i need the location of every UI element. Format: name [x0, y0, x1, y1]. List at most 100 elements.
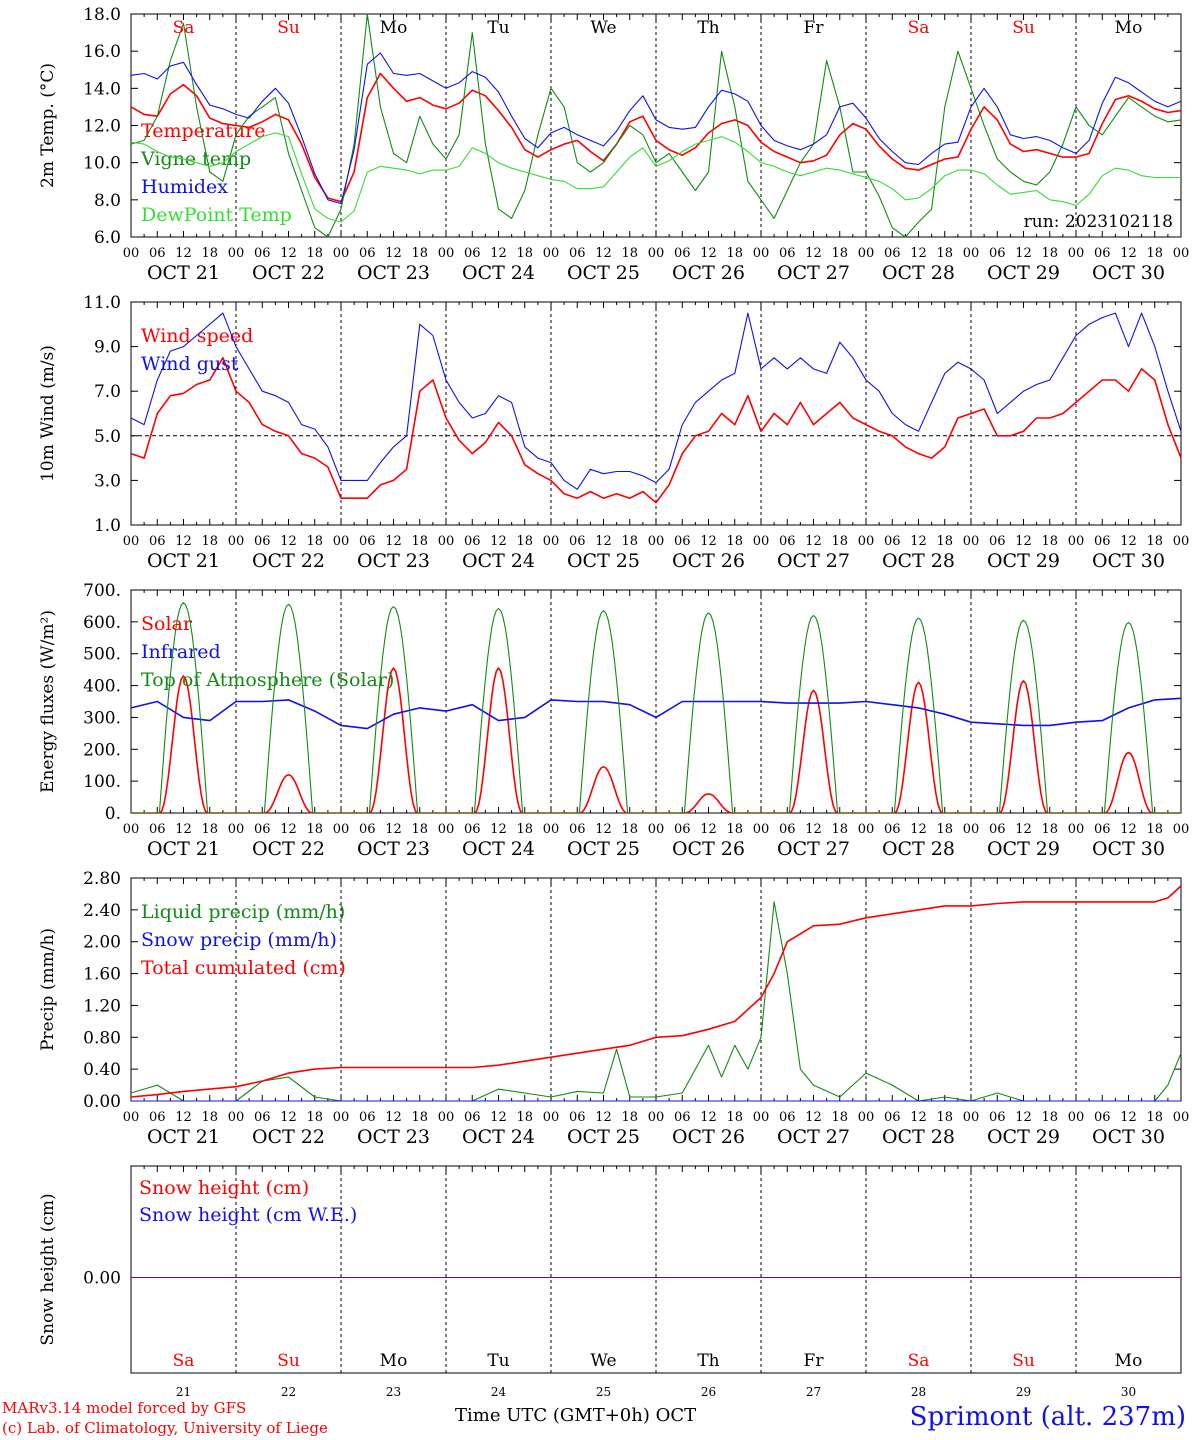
wind-y-tick-label: 11.0	[83, 293, 121, 313]
day-number-label: 29	[1016, 1385, 1031, 1399]
temperature-hour-label: 00	[1068, 246, 1085, 261]
energy-y-tick-label: 700.	[83, 581, 121, 601]
energy-frame	[130, 589, 1182, 814]
precip-hour-label: 06	[359, 1110, 376, 1125]
energy-hour-label: 18	[1041, 822, 1058, 837]
temperature-date-label: OCT 27	[777, 262, 850, 284]
temperature-hour-label: 06	[674, 246, 691, 261]
precip-y-axis-label: Precip (mm/h)	[38, 928, 58, 1051]
wind-hour-label: 18	[306, 534, 323, 549]
wind-hour-label: 18	[201, 534, 218, 549]
temperature-hour-label: 12	[175, 246, 192, 261]
temperature-hour-label: 12	[910, 246, 927, 261]
temperature-hour-label: 00	[963, 246, 980, 261]
temperature-hour-label: 12	[1120, 246, 1137, 261]
energy-legend-entry: Solar	[141, 613, 193, 635]
wind-hour-label: 06	[149, 534, 166, 549]
energy-hour-label: 00	[123, 822, 140, 837]
temperature-date-label: OCT 29	[987, 262, 1060, 284]
temperature-hour-label: 12	[490, 246, 507, 261]
energy-legend-entry: Infrared	[141, 641, 221, 663]
snow-legend-entry: Snow height (cm W.E.)	[139, 1204, 357, 1226]
wind-hour-label: 18	[621, 534, 638, 549]
weekday-label: Su	[277, 1351, 300, 1371]
energy-hour-label: 12	[280, 822, 297, 837]
energy-hour-label: 00	[648, 822, 665, 837]
wind-hour-label: 06	[359, 534, 376, 549]
precip-date-label: OCT 28	[882, 1126, 955, 1148]
wind-y-axis-label: 10m Wind (m/s)	[38, 345, 58, 482]
temperature-y-tick-label: 16.0	[83, 42, 121, 62]
wind-hour-label: 06	[569, 534, 586, 549]
energy-hour-label: 06	[674, 822, 691, 837]
wind-hour-label: 12	[595, 534, 612, 549]
wind-y-tick-label: 1.0	[94, 516, 121, 536]
temperature-hour-label: 18	[1041, 246, 1058, 261]
wind-hour-label: 00	[543, 534, 560, 549]
energy-hour-label: 12	[175, 822, 192, 837]
wind-hour-label: 06	[464, 534, 481, 549]
temperature-y-axis-label: 2m Temp. (°C)	[38, 63, 58, 188]
weekday-label: Th	[697, 1351, 719, 1371]
energy-hour-label: 00	[333, 822, 350, 837]
wind-y-tick-label: 5.0	[94, 427, 121, 447]
energy-y-tick-label: 0.	[105, 804, 121, 824]
energy-hour-label: 18	[621, 822, 638, 837]
precip-hour-label: 18	[831, 1110, 848, 1125]
temperature-hour-label: 18	[1146, 246, 1163, 261]
precip-hour-label: 18	[1041, 1110, 1058, 1125]
temperature-series-vigne-temp	[130, 13, 1182, 238]
wind-hour-label: 06	[674, 534, 691, 549]
temperature-hour-label: 06	[884, 246, 901, 261]
precip-y-tick-label: 1.20	[83, 996, 121, 1016]
snow-y-tick-label: 0.00	[83, 1269, 121, 1289]
temperature-hour-label: 12	[385, 246, 402, 261]
weekday-label: Mo	[1115, 18, 1143, 38]
wind-hour-label: 00	[228, 534, 245, 549]
energy-hour-label: 18	[411, 822, 428, 837]
energy-hour-label: 00	[858, 822, 875, 837]
day-number-label: 24	[491, 1385, 507, 1399]
temperature-legend-entry: Vigne temp	[140, 148, 251, 170]
energy-hour-label: 18	[516, 822, 533, 837]
wind-hour-label: 12	[1015, 534, 1032, 549]
precip-y-tick-label: 2.00	[83, 933, 121, 953]
energy-hour-label: 06	[1094, 822, 1111, 837]
precip-hour-label: 12	[385, 1110, 402, 1125]
month-label: OCT	[655, 1405, 697, 1426]
wind-hour-label: 00	[858, 534, 875, 549]
x-axis-label: Time UTC (GMT+0h) OCT	[455, 1405, 696, 1426]
temperature-hour-label: 12	[700, 246, 717, 261]
temperature-hour-label: 00	[333, 246, 350, 261]
precip-series-liquid-precip-mm-h-	[130, 901, 1182, 1102]
station-label: Sprimont (alt. 237m)	[909, 1402, 1186, 1432]
wind-hour-label: 12	[910, 534, 927, 549]
energy-date-label: OCT 25	[567, 838, 640, 860]
precip-hour-label: 18	[726, 1110, 743, 1125]
temperature-hour-label: 06	[1094, 246, 1111, 261]
temperature-series-temperature	[130, 72, 1182, 203]
precip-legend-entry: Liquid precip (mm/h)	[141, 901, 345, 923]
precip-y-tick-label: 2.80	[83, 869, 121, 889]
energy-y-tick-label: 600.	[83, 613, 121, 633]
wind-hour-label: 12	[805, 534, 822, 549]
wind-date-label: OCT 25	[567, 550, 640, 572]
precip-hour-label: 00	[333, 1110, 350, 1125]
temperature-date-label: OCT 23	[357, 262, 430, 284]
energy-date-label: OCT 21	[147, 838, 220, 860]
energy-date-label: OCT 24	[462, 838, 535, 860]
temperature-y-tick-label: 12.0	[83, 117, 121, 137]
energy-date-label: OCT 27	[777, 838, 850, 860]
energy-hour-label: 18	[1146, 822, 1163, 837]
x-axis-label-text: Time UTC (GMT+0h)	[455, 1405, 650, 1426]
weekday-label: Sa	[908, 18, 930, 38]
temperature-hour-label: 18	[516, 246, 533, 261]
temperature-y-tick-label: 18.0	[83, 5, 121, 25]
temperature-hour-label: 00	[1173, 246, 1190, 261]
precip-hour-label: 18	[621, 1110, 638, 1125]
temperature-hour-label: 06	[464, 246, 481, 261]
weekday-label: Mo	[380, 18, 408, 38]
credit-line-2: (c) Lab. of Climatology, University of L…	[2, 1419, 328, 1437]
energy-hour-label: 00	[1068, 822, 1085, 837]
